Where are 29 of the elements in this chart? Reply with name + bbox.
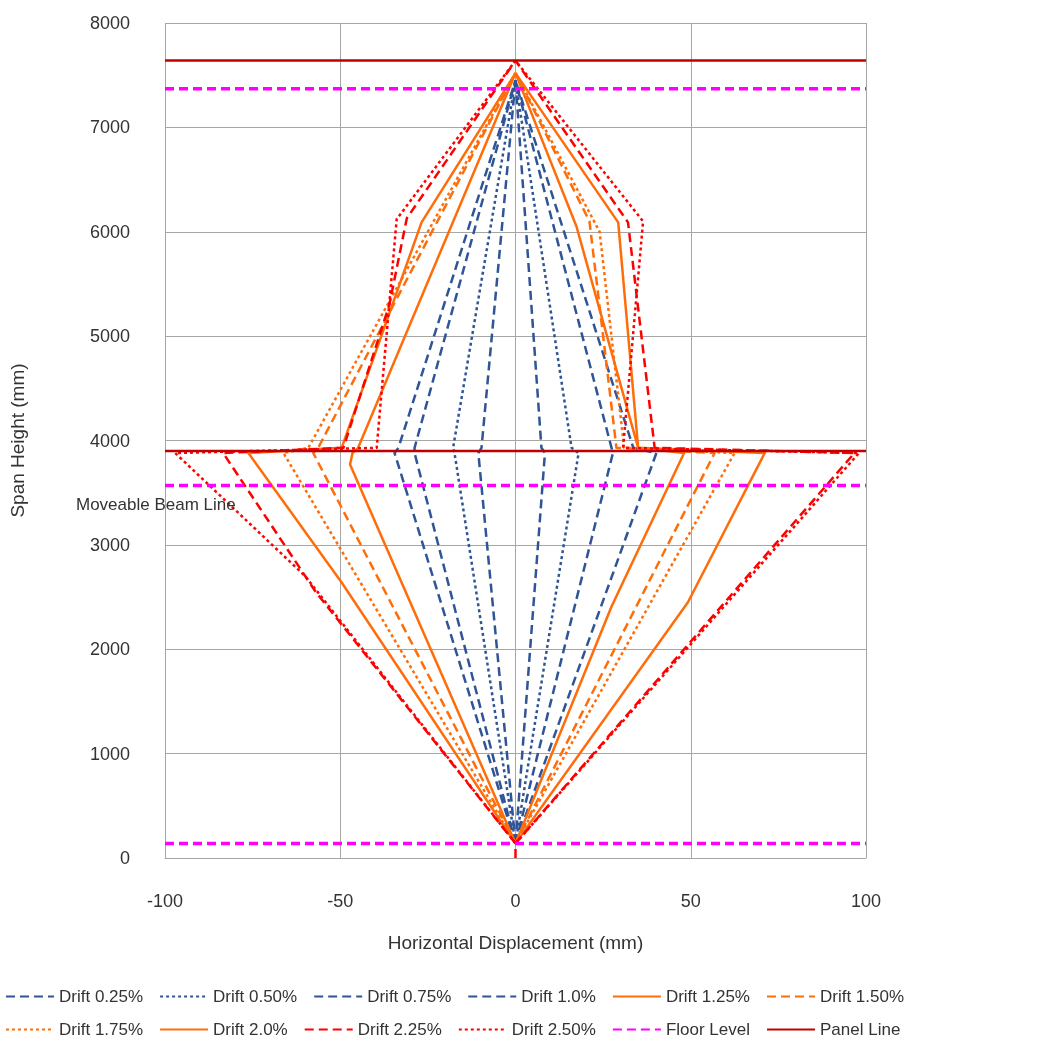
y-tick-label: 6000	[89, 221, 130, 242]
y-tick-label: 8000	[89, 13, 130, 33]
annotation: Moveable Beam Line	[76, 495, 236, 514]
y-axis-title: Span Height (mm)	[7, 363, 28, 518]
y-tick-label: 4000	[89, 430, 130, 451]
legend-label: Floor Level	[665, 1020, 750, 1039]
legend-label: Drift 0.50%	[213, 987, 298, 1006]
y-tick-label: 5000	[89, 326, 130, 347]
x-axis-title: Horizontal Displacement (mm)	[387, 932, 644, 953]
legend-label: Panel Line	[819, 1020, 901, 1039]
x-tick-label: 50	[680, 891, 701, 911]
legend-label: Drift 0.25%	[59, 987, 144, 1006]
legend-label: Drift 1.75%	[59, 1020, 144, 1039]
legend-label: Drift 2.50%	[511, 1020, 596, 1039]
legend-label: Drift 2.0%	[213, 1020, 288, 1039]
x-tick-label: 0	[510, 891, 521, 911]
legend-label: Drift 1.50%	[819, 987, 905, 1006]
x-tick-label: -50	[327, 891, 354, 911]
legend-label: Drift 2.25%	[357, 1020, 442, 1039]
legend-label: Drift 1.0%	[521, 987, 596, 1006]
y-tick-label: 1000	[89, 743, 130, 764]
legend-label: Drift 1.25%	[665, 987, 750, 1006]
legend-label: Drift 0.75%	[367, 987, 452, 1006]
y-tick-label: 2000	[89, 639, 130, 660]
x-tick-label: -100	[146, 891, 184, 911]
y-tick-label: 0	[119, 848, 130, 868]
x-tick-label: 100	[850, 891, 882, 911]
y-tick-label: 3000	[89, 534, 130, 555]
y-tick-label: 7000	[89, 117, 130, 138]
